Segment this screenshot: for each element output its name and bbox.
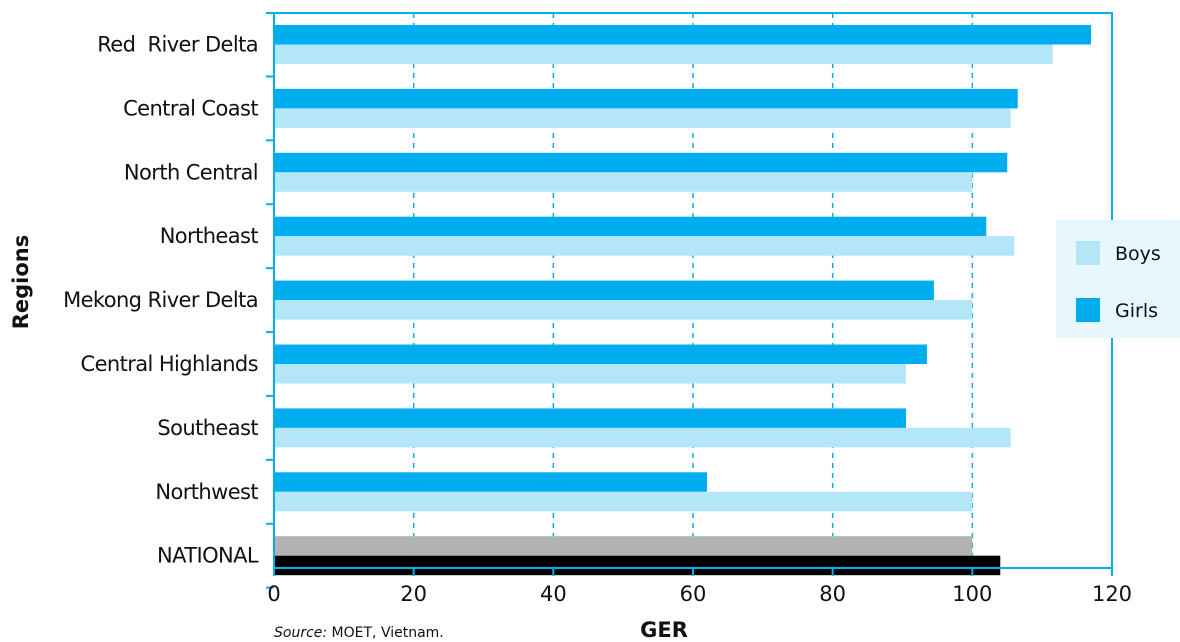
x-tick-label-60: 60 (680, 582, 707, 606)
bar-girls-mekong-river-delta (274, 280, 934, 301)
category-label-north-central: North Central (124, 160, 258, 184)
category-label-red-river-delta: Red River Delta (97, 33, 258, 57)
x-tick-label-20: 20 (400, 582, 427, 606)
bar-boys-central-highlands (274, 364, 906, 384)
x-tick-label-80: 80 (819, 582, 846, 606)
bar-boys-central-coast (274, 108, 1011, 128)
bar-girls-central-highlands (274, 344, 927, 364)
legend-label-boys: Boys (1115, 243, 1161, 265)
category-label-northeast: Northeast (160, 224, 259, 248)
source-prefix: Source: (274, 625, 327, 641)
x-tick-label-120: 120 (1092, 582, 1132, 606)
source-note: Source: MOET, Vietnam. (274, 625, 444, 641)
bar-boys-red-river-delta (274, 44, 1053, 64)
category-labels: Red River Delta Central Coast North Centra… (63, 33, 259, 568)
bar-girls-southeast (274, 408, 906, 428)
bar-girls-central-coast (274, 88, 1018, 109)
y-axis-title: Regions (9, 235, 33, 330)
bar-boys-mekong-river-delta (274, 300, 973, 320)
legend-swatch-girls (1076, 298, 1100, 322)
bar-boys-national (274, 536, 973, 556)
bar-girls-national (274, 555, 1001, 576)
legend-swatch-boys (1076, 241, 1100, 265)
bar-girls-north-central (274, 152, 1008, 173)
bars (266, 12, 1092, 589)
bar-girls-red-river-delta (274, 25, 1092, 45)
x-tick-label-0: 0 (267, 582, 280, 606)
category-label-central-highlands: Central Highlands (81, 352, 259, 376)
category-label-national: NATIONAL (157, 544, 259, 568)
category-label-southeast: Southeast (157, 416, 258, 440)
bar-boys-northwest (274, 491, 973, 512)
bar-boys-north-central (274, 172, 973, 192)
legend: Boys Girls (1056, 220, 1180, 338)
bar-girls-northwest (274, 472, 707, 492)
bar-boys-northeast (274, 236, 1015, 256)
x-axis-ticks: 0 20 40 60 80 100 120 (267, 568, 1132, 606)
bar-boys-southeast (274, 427, 1011, 448)
bar-girls-northeast (274, 216, 987, 237)
source-text: MOET, Vietnam. (327, 625, 444, 641)
legend-label-girls: Girls (1115, 300, 1158, 322)
category-label-mekong-river-delta: Mekong River Delta (63, 288, 258, 312)
x-axis-title: GER (640, 618, 688, 642)
category-label-central-coast: Central Coast (123, 96, 258, 120)
x-tick-label-100: 100 (952, 582, 992, 606)
category-label-northwest: Northwest (155, 480, 258, 504)
x-tick-label-40: 40 (540, 582, 567, 606)
